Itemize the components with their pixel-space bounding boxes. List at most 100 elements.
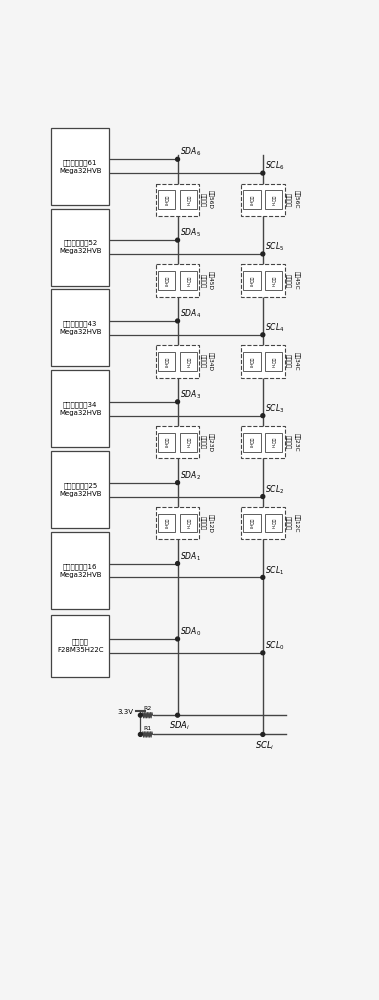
Bar [265, 271, 282, 290]
Text: 模坥12C: 模坥12C [293, 514, 299, 532]
Text: 电平迁移: 电平迁移 [200, 274, 205, 288]
Bar [51, 289, 110, 366]
Text: $\mathit{SCL}$$_{5}$: $\mathit{SCL}$$_{5}$ [265, 241, 285, 253]
Text: 电平迁移: 电平迁移 [200, 193, 205, 207]
Bar [51, 615, 110, 677]
Bar [51, 370, 110, 447]
Text: $\mathit{SDA}$$_{4}$: $\mathit{SDA}$$_{4}$ [180, 308, 201, 320]
Circle shape [138, 713, 142, 717]
Bar [241, 184, 285, 216]
Text: 模坥23D: 模坥23D [208, 433, 214, 452]
Circle shape [175, 319, 180, 323]
Text: $\mathit{SCL}$$_{3}$: $\mathit{SCL}$$_{3}$ [265, 402, 285, 415]
Circle shape [261, 414, 265, 418]
Bar [241, 426, 285, 458]
Circle shape [261, 733, 265, 736]
Bar [180, 433, 197, 452]
Text: HL电路: HL电路 [272, 356, 276, 367]
Circle shape [175, 400, 180, 404]
Bar [156, 345, 199, 378]
Text: $\mathit{SCL}$$_{6}$: $\mathit{SCL}$$_{6}$ [265, 160, 285, 172]
Bar [265, 433, 282, 452]
Text: 电平迁移: 电平迁移 [285, 193, 290, 207]
Text: $\mathit{SCL}$$_{4}$: $\mathit{SCL}$$_{4}$ [265, 322, 285, 334]
Text: 电平迁移: 电平迁移 [285, 354, 290, 368]
Text: $\mathit{SDA}$$_{3}$: $\mathit{SDA}$$_{3}$ [180, 389, 201, 401]
Circle shape [261, 495, 265, 498]
Bar [180, 190, 197, 209]
Text: 模坥56D: 模坥56D [208, 190, 214, 209]
Bar [243, 352, 261, 371]
Text: $\mathit{SCL}$$_{1}$: $\mathit{SCL}$$_{1}$ [265, 564, 285, 577]
Bar [243, 271, 261, 290]
Text: LH电路: LH电路 [250, 195, 254, 205]
Text: 电池管理芯片34
Mega32HVB: 电池管理芯片34 Mega32HVB [59, 401, 102, 416]
Circle shape [138, 733, 142, 736]
Circle shape [175, 238, 180, 242]
Text: 模坥56C: 模坥56C [293, 190, 299, 209]
Text: LH电路: LH电路 [250, 275, 254, 286]
Text: 模坥34D: 模坥34D [208, 352, 214, 371]
Text: 电平迁移: 电平迁移 [285, 274, 290, 288]
Bar [156, 426, 199, 458]
Text: $\mathit{SDA}$$_{6}$: $\mathit{SDA}$$_{6}$ [180, 146, 201, 158]
Circle shape [261, 171, 265, 175]
Bar [158, 514, 175, 532]
Bar [180, 352, 197, 371]
Text: 模坥12D: 模坥12D [208, 514, 214, 533]
Bar [156, 264, 199, 297]
Bar [241, 507, 285, 539]
Text: HL电路: HL电路 [272, 195, 276, 205]
Circle shape [261, 333, 265, 337]
Text: $\mathit{SCL}$$_{2}$: $\mathit{SCL}$$_{2}$ [265, 483, 285, 496]
Text: 电池管理芯片61
Mega32HVB: 电池管理芯片61 Mega32HVB [59, 159, 102, 174]
Bar [243, 433, 261, 452]
Text: 电平迁移: 电平迁移 [285, 435, 290, 449]
Text: HL电路: HL电路 [186, 356, 190, 367]
Text: 电平迁移: 电平迁移 [285, 516, 290, 530]
Bar [51, 209, 110, 286]
Text: 电池管理芯片16
Mega32HVB: 电池管理芯片16 Mega32HVB [59, 563, 102, 578]
Text: $\mathit{SDA}$$_{2}$: $\mathit{SDA}$$_{2}$ [180, 469, 201, 482]
Text: LH电路: LH电路 [165, 195, 169, 205]
Text: $\mathit{SDA}$$_{0}$: $\mathit{SDA}$$_{0}$ [180, 626, 201, 638]
Bar [265, 514, 282, 532]
Text: R1: R1 [143, 726, 152, 731]
Bar [158, 433, 175, 452]
Text: 电池管理芯片52
Mega32HVB: 电池管理芯片52 Mega32HVB [59, 240, 102, 254]
Text: 模坥23C: 模坥23C [293, 433, 299, 452]
Bar [180, 271, 197, 290]
Text: HL电路: HL电路 [186, 437, 190, 447]
Bar [158, 352, 175, 371]
Text: 模坥45D: 模坥45D [208, 271, 214, 290]
Circle shape [175, 157, 180, 161]
Text: R2: R2 [143, 706, 152, 711]
Text: LH电路: LH电路 [250, 518, 254, 528]
Circle shape [175, 481, 180, 485]
Text: 主控制器
F28M35H22C: 主控制器 F28M35H22C [57, 639, 103, 653]
Text: LH电路: LH电路 [250, 437, 254, 447]
Text: 电平迁移: 电平迁移 [200, 516, 205, 530]
Text: HL电路: HL电路 [186, 195, 190, 205]
Circle shape [175, 562, 180, 565]
Bar [265, 352, 282, 371]
Bar [241, 345, 285, 378]
Text: LH电路: LH电路 [165, 518, 169, 528]
Text: LH电路: LH电路 [165, 356, 169, 367]
Text: HL电路: HL电路 [272, 518, 276, 528]
Bar [156, 507, 199, 539]
Text: 模坥34C: 模坥34C [293, 352, 299, 371]
Bar [158, 271, 175, 290]
Text: HL电路: HL电路 [272, 437, 276, 447]
Bar [51, 532, 110, 609]
Bar [156, 184, 199, 216]
Bar [180, 514, 197, 532]
Text: 3.3V: 3.3V [117, 709, 133, 715]
Circle shape [261, 575, 265, 579]
Bar [243, 190, 261, 209]
Text: 电池管理芯片43
Mega32HVB: 电池管理芯片43 Mega32HVB [59, 321, 102, 335]
Text: $\mathit{SCL}$$_{0}$: $\mathit{SCL}$$_{0}$ [265, 640, 285, 652]
Circle shape [261, 651, 265, 655]
Text: HL电路: HL电路 [272, 275, 276, 286]
Text: 电平迁移: 电平迁移 [200, 354, 205, 368]
